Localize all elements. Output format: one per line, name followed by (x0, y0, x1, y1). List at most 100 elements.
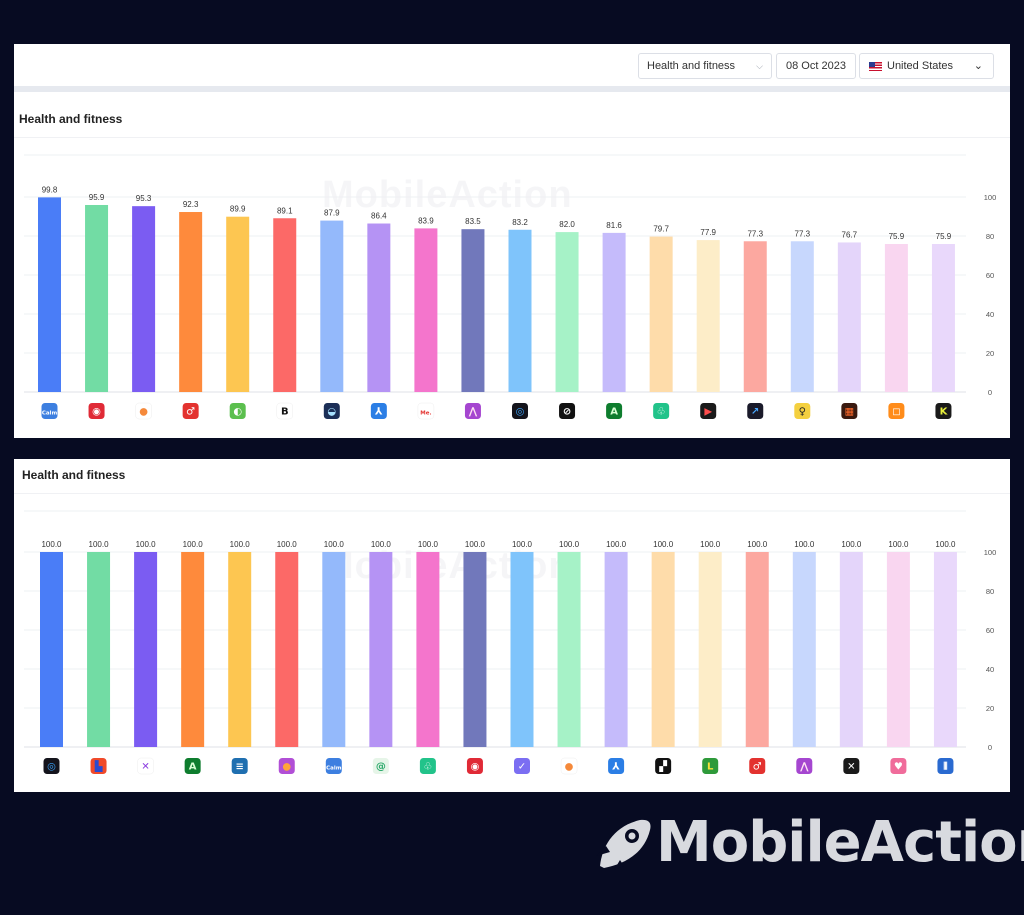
blue-figure-app-icon[interactable]: ⅄ (370, 403, 387, 419)
svg-text:✕: ✕ (141, 762, 149, 773)
blue-waveform-app-icon[interactable]: ⦀ (937, 758, 954, 774)
bar[interactable] (698, 552, 722, 747)
pink-heart-app-icon[interactable]: ♥ (890, 758, 907, 774)
orange-dot-app-icon[interactable]: ● (560, 757, 578, 775)
purple-p-app-icon[interactable]: ✓ (514, 758, 530, 774)
bar[interactable] (931, 243, 955, 392)
title-divider (14, 493, 1010, 494)
bar[interactable] (604, 552, 628, 747)
me-app-icon[interactable]: Me. (417, 402, 435, 420)
data-label: 95.9 (89, 193, 105, 202)
bar[interactable] (322, 552, 346, 747)
green-swirl-app-icon[interactable]: @ (372, 758, 389, 774)
dark-grid-app-icon[interactable]: ▦ (841, 403, 858, 419)
bar[interactable] (790, 241, 814, 392)
bar[interactable] (461, 229, 485, 392)
bar[interactable] (510, 552, 534, 747)
bar[interactable] (837, 242, 861, 392)
bar[interactable] (273, 218, 297, 392)
bar[interactable] (228, 552, 252, 747)
category-select[interactable]: Health and fitness ⌵ (638, 53, 772, 79)
purple-x-app-icon[interactable]: ✕ (137, 757, 154, 775)
chart-panel-bottom: Health and fitness MobileAction 0 20 40 60 8… (14, 459, 1010, 792)
bar[interactable] (508, 229, 532, 392)
data-label: 76.7 (842, 230, 858, 239)
blue-gradient-app-icon[interactable]: ≡ (231, 758, 248, 774)
red-male-symbol-app-icon[interactable]: ♂ (182, 403, 199, 419)
bar[interactable] (38, 197, 61, 392)
data-label: 100.0 (747, 540, 768, 549)
bar[interactable] (134, 552, 158, 747)
bar[interactable] (555, 232, 579, 392)
data-label: 100.0 (700, 540, 721, 549)
bar[interactable] (414, 228, 438, 392)
red-circle-app-icon[interactable]: ◉ (88, 403, 105, 419)
bar[interactable] (275, 552, 299, 747)
bar[interactable] (85, 204, 109, 392)
bar[interactable] (792, 552, 816, 747)
purple-pink-figure-app-icon[interactable]: ⋀ (464, 403, 481, 419)
bar[interactable] (369, 552, 393, 747)
orange-square-app-icon[interactable]: ◻ (888, 403, 905, 419)
teal-trefoil-app-icon[interactable]: ♧ (653, 403, 670, 419)
bar[interactable] (649, 236, 673, 392)
black-steps-app-icon[interactable]: ▞ (655, 758, 672, 774)
colorful-book-app-icon[interactable]: ▙ (90, 758, 107, 774)
bar[interactable] (651, 552, 675, 747)
calm-icon[interactable]: Calm (41, 403, 58, 419)
data-label: 89.9 (230, 205, 246, 214)
svg-text:⊘: ⊘ (563, 407, 571, 418)
bar[interactable] (181, 552, 205, 747)
red-circle-app-icon[interactable]: ◉ (466, 758, 483, 774)
svg-text:K: K (940, 407, 949, 418)
bar[interactable] (884, 243, 908, 392)
chart-title: Health and fitness (22, 468, 126, 482)
bar[interactable] (557, 552, 581, 747)
orange-dot-app-icon[interactable]: ● (135, 402, 152, 420)
bar[interactable] (416, 552, 440, 747)
data-label: 100.0 (559, 540, 580, 549)
svg-text:◻: ◻ (892, 407, 900, 418)
teal-trefoil-app-icon[interactable]: ♧ (419, 758, 436, 774)
black-slash-app-icon[interactable]: ⊘ (559, 403, 576, 419)
bar[interactable] (602, 232, 626, 392)
bar[interactable] (226, 216, 250, 392)
svg-text:Calm: Calm (326, 766, 342, 772)
blue-figure-app-icon[interactable]: ⅄ (608, 758, 625, 774)
bar[interactable] (743, 241, 767, 392)
black-b-app-icon[interactable]: B (276, 402, 293, 420)
yellow-x-app-icon[interactable]: K (935, 403, 952, 419)
bar[interactable] (463, 552, 487, 747)
bar[interactable] (745, 552, 769, 747)
bar[interactable] (179, 212, 203, 392)
red-play-app-icon[interactable]: ▶ (700, 403, 717, 419)
filter-toolbar: Health and fitness ⌵ 08 Oct 2023 United … (14, 44, 1010, 92)
country-select[interactable]: United States ⌄ (859, 53, 994, 79)
bar[interactable] (87, 552, 111, 747)
y-tick-label: 60 (986, 271, 994, 280)
red-male-symbol-app-icon[interactable]: ♂ (749, 758, 766, 774)
green-a-app-icon[interactable]: A (606, 403, 623, 419)
bar[interactable] (696, 240, 720, 392)
dark-landscape-app-icon[interactable]: ◒ (323, 403, 340, 419)
purple-pink-figure-app-icon[interactable]: ⋀ (796, 758, 813, 774)
chart-title: Health and fitness (19, 112, 123, 126)
bar[interactable] (886, 552, 910, 747)
green-lens-app-icon[interactable]: ◐ (229, 403, 246, 419)
date-picker[interactable]: 08 Oct 2023 (776, 53, 856, 79)
calm-icon[interactable]: Calm (325, 758, 342, 774)
bar[interactable] (933, 552, 957, 747)
bar[interactable] (132, 206, 156, 392)
bar[interactable] (367, 223, 391, 392)
yellow-figure-app-icon[interactable]: ♀ (794, 403, 811, 419)
black-x-app-icon[interactable]: ✕ (843, 758, 860, 774)
purple-orange-app-icon[interactable]: ● (278, 758, 295, 774)
green-a-app-icon[interactable]: A (184, 758, 201, 774)
bar[interactable] (320, 220, 344, 392)
dark-arrow-app-icon[interactable]: ↗ (747, 403, 764, 419)
green-l-app-icon[interactable]: L (702, 758, 719, 774)
blue-ring-app-icon[interactable]: ◎ (512, 403, 528, 419)
blue-ring-app-icon[interactable]: ◎ (43, 758, 60, 774)
bar[interactable] (40, 552, 63, 747)
bar[interactable] (839, 552, 863, 747)
